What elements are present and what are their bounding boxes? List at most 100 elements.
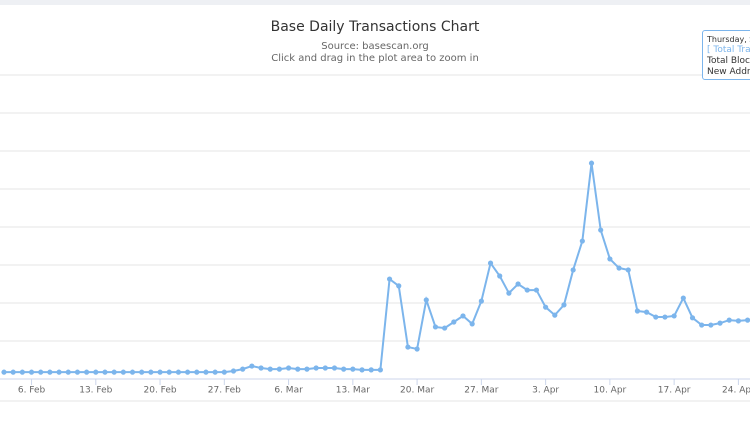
point [396, 283, 402, 289]
point [102, 369, 108, 375]
point [414, 346, 420, 352]
point [386, 276, 393, 282]
point [616, 265, 622, 271]
point [230, 368, 237, 374]
point [313, 365, 319, 371]
point [93, 369, 99, 375]
point [148, 369, 154, 375]
point [240, 366, 246, 372]
point [680, 295, 686, 301]
point [588, 160, 595, 166]
x-tick-label: 13. Mar [336, 386, 370, 396]
point [533, 287, 540, 293]
x-tick-label: 13. Feb [79, 386, 112, 396]
point [570, 267, 576, 273]
point [221, 369, 227, 375]
point [212, 369, 218, 375]
point [598, 227, 604, 233]
point [552, 312, 558, 318]
point [442, 325, 448, 331]
tooltip-line: New Addre [707, 67, 750, 77]
x-tick-label: 10. Apr [594, 386, 627, 396]
point [644, 309, 650, 315]
x-tick-label: 27. Feb [208, 386, 241, 396]
point [1, 369, 7, 375]
point [662, 314, 668, 320]
point [203, 369, 209, 375]
point [689, 315, 696, 321]
point [84, 369, 90, 375]
point [377, 367, 383, 373]
point [19, 369, 25, 375]
x-tick-label: 24. Apr [722, 386, 750, 396]
point [423, 297, 429, 303]
point [111, 369, 117, 375]
point [460, 313, 466, 319]
point [506, 290, 512, 296]
point [350, 366, 356, 372]
point [295, 366, 301, 372]
point [579, 238, 585, 244]
point [653, 314, 659, 320]
x-tick-label: 20. Mar [400, 386, 434, 396]
point [285, 365, 292, 371]
point [744, 317, 750, 323]
point [120, 369, 126, 375]
point [28, 369, 35, 375]
point [717, 320, 723, 326]
x-tick-label: 3. Apr [532, 386, 559, 396]
point [267, 366, 273, 372]
zoom-hint: Click and drag in the plot area to zoom … [271, 53, 479, 64]
point [515, 281, 521, 287]
point [368, 367, 374, 373]
point [671, 313, 677, 319]
point [38, 369, 44, 375]
point [166, 369, 172, 375]
point [157, 369, 163, 375]
point [129, 369, 136, 375]
point [359, 367, 365, 373]
point [56, 369, 62, 375]
point [258, 365, 264, 371]
point [74, 369, 81, 375]
point [249, 363, 255, 369]
top-strip [0, 0, 750, 5]
point [497, 273, 503, 279]
tooltip-line: Thursday, Se [707, 35, 750, 44]
point [708, 322, 714, 328]
chart-title: Base Daily Transactions Chart [271, 19, 480, 35]
x-tick-label: 6. Mar [274, 386, 303, 396]
chart-subtitle: Source: basescan.org [321, 41, 429, 52]
tooltip: Thursday, Se [ Total Tra Total Block New… [702, 30, 750, 80]
point [175, 369, 182, 375]
x-tick-label: 17. Apr [658, 386, 691, 396]
point [735, 318, 742, 324]
tooltip-line: [ Total Tra [707, 45, 750, 55]
point [432, 324, 439, 330]
point [543, 304, 549, 310]
x-tick-label: 27. Mar [464, 386, 498, 396]
point [65, 369, 71, 375]
point [139, 369, 145, 375]
point [405, 344, 411, 350]
point [185, 369, 191, 375]
point [341, 366, 347, 372]
point [625, 267, 631, 273]
point [304, 366, 310, 372]
tooltip-line: Total Block [707, 56, 750, 66]
point [194, 369, 200, 375]
series-line [4, 163, 748, 374]
point [726, 317, 732, 323]
point [47, 369, 53, 375]
point [524, 287, 530, 293]
point [322, 365, 328, 371]
point [451, 319, 457, 325]
point [487, 260, 494, 266]
x-tick-label: 20. Feb [144, 386, 177, 396]
point [276, 366, 282, 372]
x-tick-label: 6. Feb [18, 386, 46, 396]
point [331, 365, 338, 371]
point [469, 321, 475, 327]
